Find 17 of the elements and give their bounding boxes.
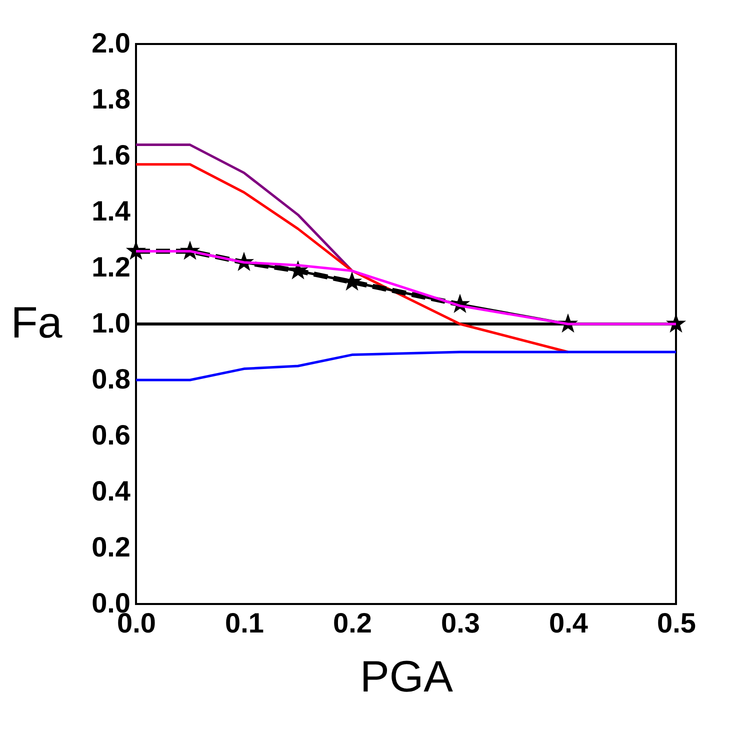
- x-tick-label: 0.2: [333, 608, 372, 638]
- y-tick-label: 0.6: [92, 420, 130, 450]
- y-tick-label: 0.2: [92, 532, 130, 562]
- y-axis-title: Fa: [10, 298, 63, 348]
- y-tick-label: 1.8: [92, 84, 130, 114]
- x-tick-label: 0.3: [441, 608, 480, 638]
- x-tick-label: 0.5: [657, 608, 696, 638]
- y-tick-label: 0.8: [92, 364, 130, 394]
- y-tick-label: 0.4: [92, 476, 131, 506]
- x-tick-label: 0.1: [225, 608, 264, 638]
- y-tick-label: 1.0: [92, 308, 130, 338]
- y-tick-label: 2.0: [92, 28, 130, 58]
- y-tick-label: 1.6: [92, 140, 130, 170]
- x-axis-title: PGA: [360, 652, 454, 702]
- y-tick-label: 1.4: [92, 196, 131, 226]
- x-tick-label: 0.4: [549, 608, 588, 638]
- y-tick-label: 1.2: [92, 252, 130, 282]
